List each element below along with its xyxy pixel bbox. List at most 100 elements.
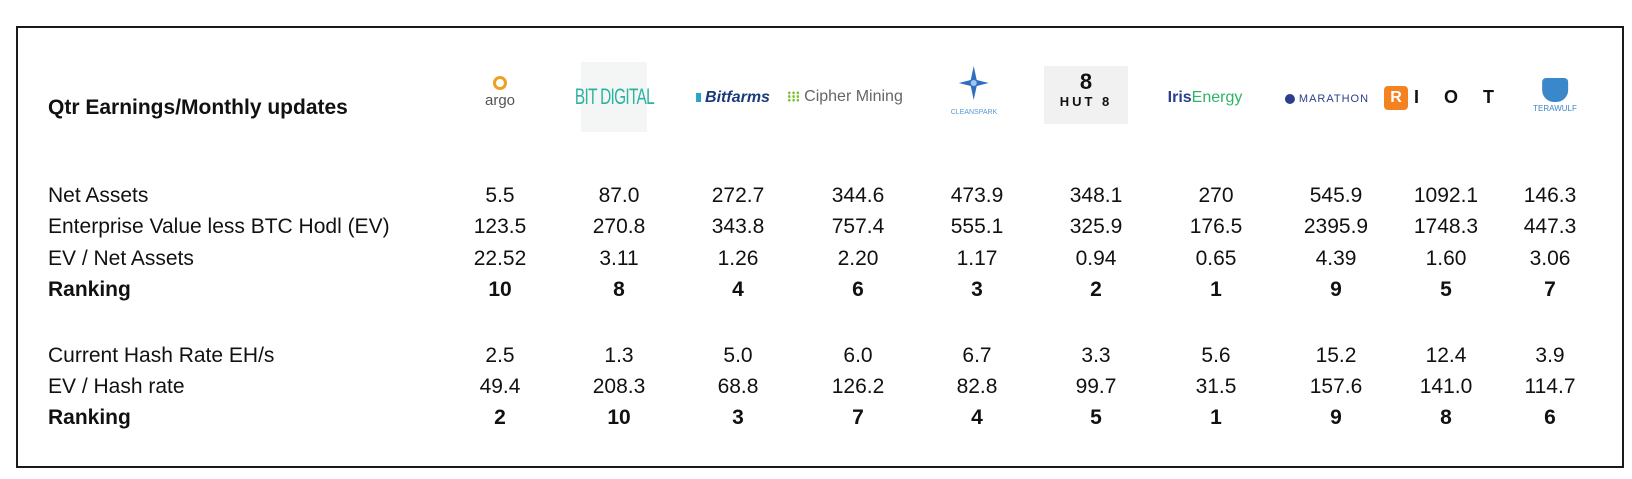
table-cell: 5.0 [723, 344, 753, 367]
bitfarms-logo-text: Bitfarms [705, 89, 770, 106]
table-cell: 4 [732, 278, 744, 301]
table-cell: 2.20 [837, 247, 879, 270]
table-cell: 545.9 [1309, 184, 1363, 207]
cipher-mining-logo-text: Cipher Mining [804, 88, 903, 105]
table-cell: 2 [494, 406, 506, 429]
hut8-logo: 8 HUT 8 [1044, 66, 1128, 124]
table-cell: 141.0 [1419, 375, 1473, 398]
table-cell: 82.8 [956, 375, 998, 398]
table-cell: 3.3 [1081, 344, 1111, 367]
terawulf-logo: TERAWULF [1533, 78, 1577, 113]
table-cell: 1.60 [1425, 247, 1467, 270]
table-cell: 208.3 [592, 375, 646, 398]
table-cell: 31.5 [1195, 375, 1237, 398]
table-cell: 5 [1440, 278, 1452, 301]
table-cell: 4.39 [1315, 247, 1357, 270]
table-cell: 5.5 [485, 184, 515, 207]
cipher-grid-icon [787, 91, 801, 103]
table-cell: 7 [1544, 278, 1556, 301]
table-cell: 68.8 [717, 375, 759, 398]
row-label: Ranking [48, 278, 131, 301]
table-cell: 447.3 [1523, 215, 1577, 238]
table-cell: 157.6 [1309, 375, 1363, 398]
table-cell: 10 [488, 278, 512, 301]
table-cell: 3.06 [1529, 247, 1571, 270]
table-cell: 146.3 [1523, 184, 1577, 207]
table-cell: 99.7 [1075, 375, 1117, 398]
table-cell: 6.7 [962, 344, 992, 367]
page-title: Qtr Earnings/Monthly updates [48, 96, 348, 119]
iris-logo-text: Iris [1167, 89, 1192, 106]
table-cell: 3.9 [1535, 344, 1565, 367]
table-cell: 2395.9 [1303, 215, 1369, 238]
table-cell: 7 [852, 406, 864, 429]
table-cell: 325.9 [1069, 215, 1123, 238]
table-cell: 4 [971, 406, 983, 429]
table-cell: 1.26 [717, 247, 759, 270]
table-cell: 348.1 [1069, 184, 1123, 207]
argo-mark-icon [493, 76, 507, 90]
table-cell: 270.8 [592, 215, 646, 238]
table-cell: 1 [1210, 278, 1222, 301]
table-cell: 8 [1440, 406, 1452, 429]
table-cell: 1.17 [956, 247, 998, 270]
marathon-logo-text: MARATHON [1298, 93, 1370, 105]
table-cell: 10 [607, 406, 631, 429]
table-cell: 126.2 [831, 375, 885, 398]
table-cell: 2 [1090, 278, 1102, 301]
table-cell: 3 [971, 278, 983, 301]
row-label: EV / Net Assets [48, 247, 194, 270]
table-cell: 343.8 [711, 215, 765, 238]
iris-energy-logo: IrisEnergy [1168, 89, 1243, 107]
table-cell: 272.7 [711, 184, 765, 207]
table-cell: 1748.3 [1413, 215, 1479, 238]
bitfarms-logo: Bitfarms [696, 89, 770, 107]
table-cell: 3.11 [599, 247, 639, 270]
table-cell: 22.52 [473, 247, 527, 270]
hut8-mark-icon: 8 [1079, 69, 1093, 94]
table-cell: 123.5 [473, 215, 527, 238]
row-label: Net Assets [48, 184, 149, 207]
table-cell: 6 [1544, 406, 1556, 429]
marathon-logo: MARATHON [1284, 93, 1370, 105]
table-cell: 757.4 [831, 215, 885, 238]
table-cell: 6.0 [843, 344, 873, 367]
terawulf-logo-text: TERAWULF [1533, 104, 1577, 113]
row-label: Ranking [48, 406, 131, 429]
table-cell: 1092.1 [1413, 184, 1479, 207]
energy-logo-text: Energy [1191, 89, 1243, 106]
cleanspark-logo-text: CLEANSPARK [950, 109, 998, 116]
table-cell: 555.1 [950, 215, 1004, 238]
bit-digital-logo-text: BIT DIGITAL [574, 84, 654, 109]
table-cell: 473.9 [950, 184, 1004, 207]
table-cell: 9 [1330, 278, 1342, 301]
table-cell: 270 [1198, 184, 1234, 207]
argo-logo: argo [485, 76, 515, 109]
row-label: EV / Hash rate [48, 375, 185, 398]
table-frame [16, 26, 1624, 468]
table-cell: 344.6 [831, 184, 885, 207]
table-cell: 8 [613, 278, 625, 301]
riot-logo-text: I O T [1414, 86, 1504, 107]
row-label: Current Hash Rate EH/s [48, 344, 275, 367]
table-cell: 87.0 [598, 184, 640, 207]
riot-mark-icon: R [1384, 86, 1408, 110]
table-cell: 9 [1330, 406, 1342, 429]
row-label: Enterprise Value less BTC Hodl (EV) [48, 215, 390, 238]
table-cell: 6 [852, 278, 864, 301]
spark-star-icon [959, 66, 989, 100]
table-cell: 5 [1090, 406, 1102, 429]
hut8-logo-text: HUT 8 [1059, 94, 1113, 109]
table-cell: 114.7 [1524, 375, 1576, 398]
cipher-mining-logo: Cipher Mining [787, 88, 903, 106]
terawulf-shield-icon [1541, 78, 1568, 102]
table-cell: 0.94 [1075, 247, 1117, 270]
table-cell: 12.4 [1425, 344, 1467, 367]
table-cell: 15.2 [1315, 344, 1357, 367]
table-cell: 49.4 [479, 375, 521, 398]
table-cell: 1 [1210, 406, 1222, 429]
bitfarms-mark-icon [696, 93, 702, 102]
marathon-mark-icon [1284, 94, 1295, 105]
table-cell: 1.3 [604, 344, 634, 367]
